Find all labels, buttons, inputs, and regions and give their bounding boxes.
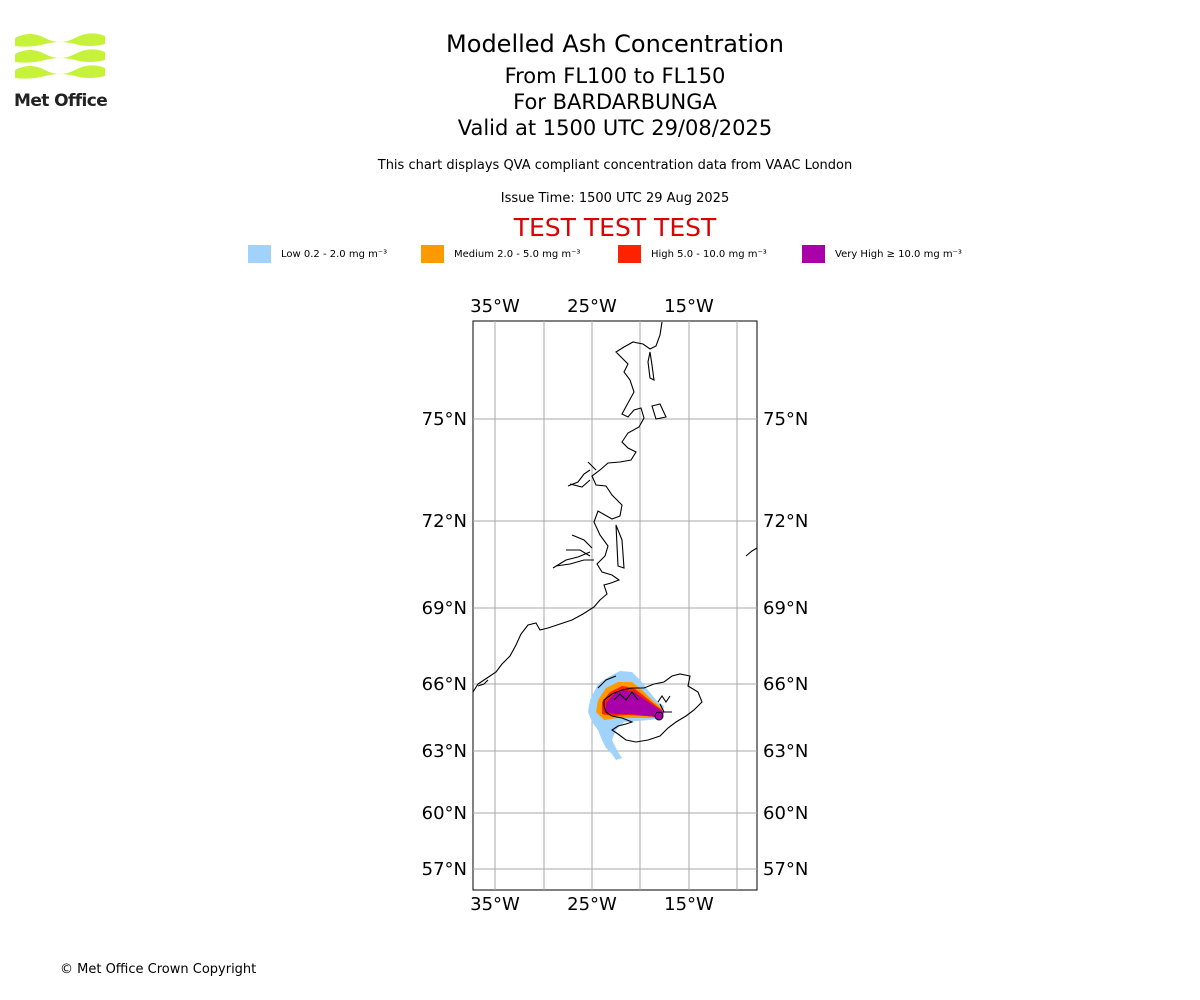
lat-label-right-75n: 75°N [763,409,808,430]
lat-label-right-57n: 57°N [763,859,808,880]
lat-label-right-60n: 60°N [763,803,808,824]
test-banner: TEST TEST TEST [513,213,717,242]
volcano-marker [654,711,664,721]
subtitle: This chart displays QVA compliant concen… [377,158,853,173]
legend-medium: Medium 2.0 - 5.0 mg m⁻³ [421,244,580,264]
legend-very-high-swatch [802,245,825,263]
legend-low: Low 0.2 - 2.0 mg m⁻³ [248,244,387,264]
legend-very-high-label: Very High ≥ 10.0 mg m⁻³ [835,248,962,260]
graticule [473,321,757,890]
iceland-coastline [597,673,703,743]
copyright-notice: © Met Office Crown Copyright [60,962,257,977]
valid-time: Valid at 1500 UTC 29/08/2025 [457,116,773,140]
legend-low-label: Low 0.2 - 2.0 mg m⁻³ [281,248,388,260]
legend-high-label: High 5.0 - 10.0 mg m⁻³ [651,248,767,260]
lat-label-left-63n: 63°N [422,741,467,762]
lon-label-top-25w: 25°W [567,296,617,317]
met-office-logo [15,33,105,79]
legend-high-swatch [618,245,641,263]
lon-label-bottom-15w: 15°W [664,894,714,915]
legend-low-swatch [248,245,271,263]
legend-medium-swatch [421,245,444,263]
legend-high: High 5.0 - 10.0 mg m⁻³ [618,244,767,264]
ash-very-high-region [606,690,664,718]
issue-time: Issue Time: 1500 UTC 29 Aug 2025 [500,191,730,206]
lat-label-left-75n: 75°N [422,409,467,430]
lat-label-right-72n: 72°N [763,511,808,532]
lat-label-left-60n: 60°N [422,803,467,824]
lat-label-right-69n: 69°N [763,598,808,619]
greenland-coastline [472,321,758,693]
lon-label-bottom-35w: 35°W [470,894,520,915]
legend-medium-label: Medium 2.0 - 5.0 mg m⁻³ [454,248,581,260]
lat-label-left-57n: 57°N [422,859,467,880]
logo-text: Met Office [14,91,108,111]
lon-label-bottom-25w: 25°W [567,894,617,915]
chart-title: Modelled Ash Concentration [446,30,784,58]
flight-levels: From FL100 to FL150 [504,64,726,88]
lat-label-left-66n: 66°N [422,674,467,695]
lon-label-top-35w: 35°W [470,296,520,317]
lat-label-right-66n: 66°N [763,674,808,695]
lat-label-left-72n: 72°N [422,511,467,532]
lon-label-top-15w: 15°W [664,296,714,317]
legend-very-high: Very High ≥ 10.0 mg m⁻³ [802,244,962,264]
map-frame [472,320,758,891]
lat-label-left-69n: 69°N [422,598,467,619]
volcano-name: For BARDARBUNGA [513,90,717,114]
lat-label-right-63n: 63°N [763,741,808,762]
